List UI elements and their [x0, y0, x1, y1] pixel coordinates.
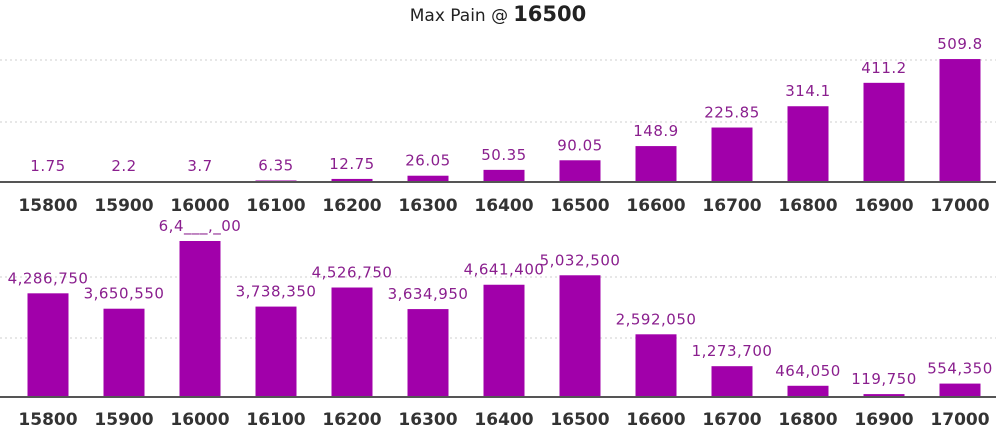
x-tick-label: 16500: [550, 196, 609, 216]
data-label: 3,650,550: [84, 285, 165, 303]
data-label: 1.75: [30, 157, 65, 175]
bar: [939, 383, 981, 397]
bar: [331, 178, 373, 182]
x-tick-label: 17000: [930, 410, 989, 430]
data-label: 148.9: [633, 122, 678, 140]
data-label: 6,4___,_00: [159, 217, 242, 236]
x-tick-label: 15800: [18, 196, 77, 216]
data-label: 5,032,500: [540, 251, 621, 269]
x-tick-label: 16300: [398, 196, 457, 216]
bar: [483, 284, 525, 397]
x-tick-label: 15900: [94, 196, 153, 216]
x-tick-label: 16000: [170, 196, 229, 216]
x-tick-label: 16800: [778, 410, 837, 430]
data-label: 90.05: [557, 136, 602, 154]
bar: [559, 160, 601, 182]
data-label: 50.35: [481, 146, 526, 164]
chart-title: Max Pain @ 16500: [0, 2, 996, 26]
data-label: 6.35: [258, 156, 293, 174]
x-tick-label: 16000: [170, 410, 229, 430]
x-tick-label: 16500: [550, 410, 609, 430]
data-label: 3,738,350: [236, 283, 317, 301]
bar: [559, 275, 601, 397]
x-tick-label: 16100: [246, 410, 305, 430]
bar: [787, 385, 829, 397]
bar: [407, 309, 449, 397]
data-label: 4,526,750: [312, 264, 393, 282]
data-label: 26.05: [405, 152, 450, 170]
x-tick-label: 16700: [702, 410, 761, 430]
bar: [711, 127, 753, 182]
bar: [635, 146, 677, 182]
bar: [27, 293, 69, 397]
data-label: 12.75: [329, 155, 374, 173]
bar: [863, 394, 905, 397]
data-label: 3,634,950: [388, 285, 469, 303]
data-label: 4,641,400: [464, 261, 545, 279]
bar: [103, 308, 145, 397]
x-tick-label: 15800: [18, 410, 77, 430]
x-tick-label: 16600: [626, 410, 685, 430]
bar: [407, 175, 449, 182]
x-tick-label: 16800: [778, 196, 837, 216]
bar: [635, 334, 677, 397]
x-tick-label: 16400: [474, 410, 533, 430]
data-label: 411.2: [861, 59, 906, 77]
data-label: 554,350: [927, 360, 993, 378]
data-label: 509.8: [937, 35, 982, 53]
x-tick-label: 17000: [930, 196, 989, 216]
x-tick-label: 16700: [702, 196, 761, 216]
data-label: 1,273,700: [692, 342, 773, 360]
data-label: 464,050: [775, 362, 841, 380]
data-label: 3.7: [187, 157, 212, 175]
x-tick-label: 15900: [94, 410, 153, 430]
bar: [179, 241, 221, 397]
data-label: 2,592,050: [616, 310, 697, 328]
x-tick-label: 16100: [246, 196, 305, 216]
max-pain-value: 16500: [513, 2, 587, 26]
data-label: 4,286,750: [8, 269, 89, 287]
data-label: 225.85: [704, 104, 760, 122]
x-tick-label: 16200: [322, 196, 381, 216]
x-tick-label: 16300: [398, 410, 457, 430]
bar: [255, 306, 297, 397]
bar: [331, 287, 373, 397]
max-pain-label: Max Pain @: [409, 6, 509, 26]
x-tick-label: 16900: [854, 410, 913, 430]
x-tick-label: 16400: [474, 196, 533, 216]
bar: [863, 82, 905, 182]
data-label: 314.1: [785, 82, 830, 100]
bar: [939, 59, 981, 183]
data-label: 2.2: [111, 157, 136, 175]
data-label: 119,750: [851, 370, 917, 388]
bar: [787, 106, 829, 182]
bar: [711, 366, 753, 397]
x-tick-label: 16200: [322, 410, 381, 430]
x-tick-label: 16600: [626, 196, 685, 216]
x-tick-label: 16900: [854, 196, 913, 216]
bar: [483, 169, 525, 182]
